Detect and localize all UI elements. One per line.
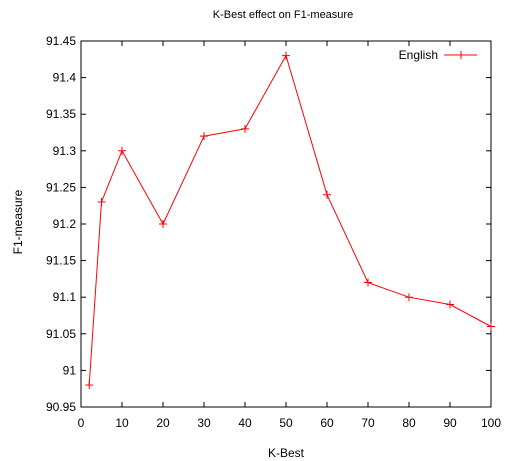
legend-label-english: English xyxy=(399,48,438,62)
series-line-english xyxy=(88,54,492,386)
chart-title: K-Best effect on F1-measure xyxy=(213,9,353,21)
plot-frame xyxy=(80,40,492,408)
axis-ticks: 0 10 20 30 40 50 60 70 80 90 100 90.95 91 91.05 91.1 91… xyxy=(46,34,501,430)
y-tick-label: 91.35 xyxy=(46,107,76,121)
data-point xyxy=(97,198,106,207)
x-tick-label: 70 xyxy=(361,416,375,430)
x-tick-label: 0 xyxy=(78,416,85,430)
y-tick-label: 91.15 xyxy=(46,254,76,268)
y-tick-label: 91.25 xyxy=(46,180,76,194)
y-tick-label: 91.45 xyxy=(46,34,76,48)
data-point xyxy=(446,300,454,309)
x-tick-label: 80 xyxy=(402,416,416,430)
x-tick-label: 10 xyxy=(115,416,129,430)
y-tick-label: 90.95 xyxy=(46,400,76,414)
x-tick-label: 20 xyxy=(156,416,170,430)
y-tick-label: 91.3 xyxy=(53,144,77,158)
data-point xyxy=(241,124,249,133)
data-point xyxy=(85,381,94,390)
data-point xyxy=(282,51,290,60)
x-tick-label: 100 xyxy=(481,416,501,430)
data-point xyxy=(118,146,126,155)
y-tick-label: 91.4 xyxy=(53,71,77,85)
y-axis-label: F1-measure xyxy=(11,189,25,254)
series-layer xyxy=(85,51,495,390)
data-point xyxy=(159,220,167,228)
legend: English xyxy=(399,48,477,62)
x-tick-label: 60 xyxy=(320,416,334,430)
x-tick-label: 40 xyxy=(238,416,252,430)
data-point xyxy=(487,322,495,331)
y-tick-label: 91.05 xyxy=(46,327,76,341)
y-tick-label: 91.2 xyxy=(53,217,77,231)
data-point xyxy=(323,190,331,199)
x-tick-label: 90 xyxy=(443,416,457,430)
data-point xyxy=(200,132,208,141)
x-tick-label: 30 xyxy=(197,416,211,430)
data-point xyxy=(405,293,413,302)
data-point xyxy=(364,278,372,287)
y-tick-label: 91 xyxy=(63,363,77,377)
x-axis-label: K-Best xyxy=(268,446,305,460)
x-tick-label: 50 xyxy=(279,416,293,430)
y-tick-label: 91.1 xyxy=(53,290,77,304)
legend-marker-english xyxy=(457,51,465,59)
